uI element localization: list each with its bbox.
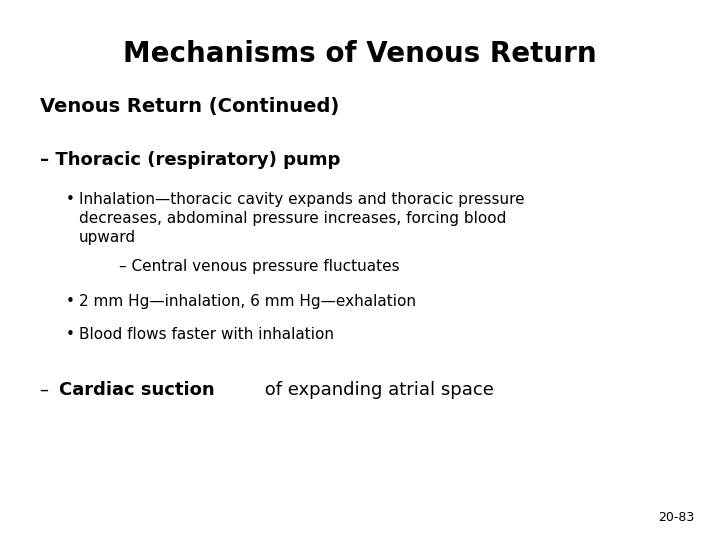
Text: Blood flows faster with inhalation: Blood flows faster with inhalation xyxy=(79,327,334,342)
Text: of expanding atrial space: of expanding atrial space xyxy=(259,381,495,399)
Text: •: • xyxy=(66,327,75,342)
Text: Inhalation—thoracic cavity expands and thoracic pressure
decreases, abdominal pr: Inhalation—thoracic cavity expands and t… xyxy=(79,192,525,245)
Text: – Thoracic (respiratory) pump: – Thoracic (respiratory) pump xyxy=(40,151,340,169)
Text: •: • xyxy=(66,294,75,309)
Text: 2 mm Hg—inhalation, 6 mm Hg—exhalation: 2 mm Hg—inhalation, 6 mm Hg—exhalation xyxy=(79,294,416,309)
Text: Cardiac suction: Cardiac suction xyxy=(58,381,215,399)
Text: – Central venous pressure fluctuates: – Central venous pressure fluctuates xyxy=(119,259,400,274)
Text: •: • xyxy=(66,192,75,207)
Text: –: – xyxy=(40,381,54,399)
Text: 20-83: 20-83 xyxy=(659,511,695,524)
Text: Mechanisms of Venous Return: Mechanisms of Venous Return xyxy=(123,40,597,69)
Text: Venous Return (Continued): Venous Return (Continued) xyxy=(40,97,339,116)
